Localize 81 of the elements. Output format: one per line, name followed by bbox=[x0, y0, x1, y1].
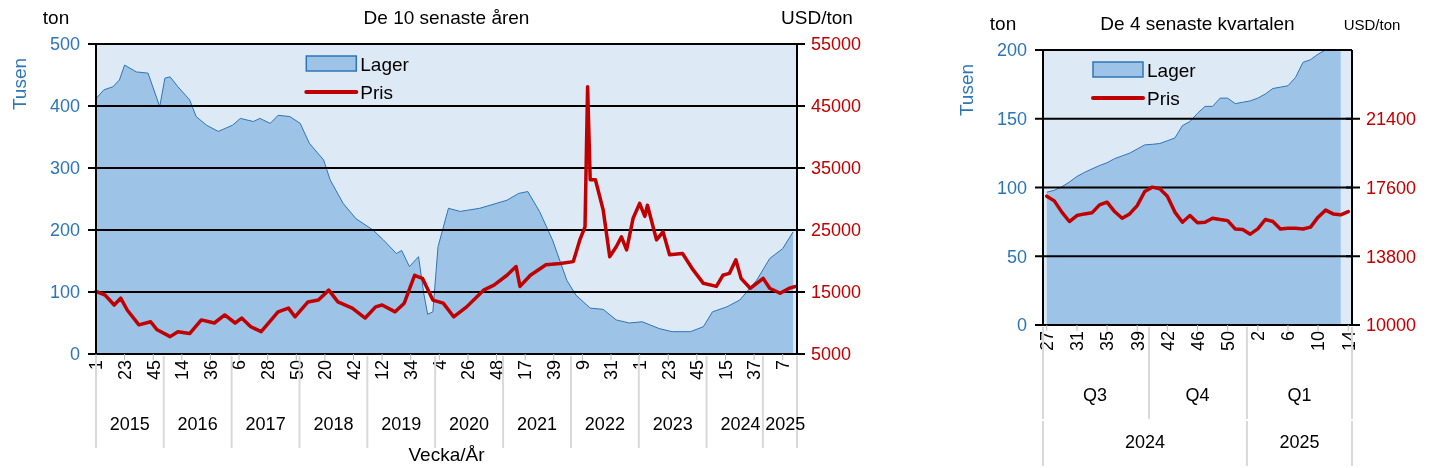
x-tick-label: 45 bbox=[143, 360, 164, 381]
x2-tick-label: 2018 bbox=[313, 414, 354, 435]
x2-tick-label: 2021 bbox=[517, 414, 558, 435]
y2-tick-label: 17600 bbox=[1366, 177, 1417, 198]
x-tick-label: 39 bbox=[1127, 331, 1148, 352]
x-tick-label: 14 bbox=[172, 360, 193, 381]
y-tick-label: 200 bbox=[996, 40, 1027, 61]
y2-tick-label: 45000 bbox=[811, 96, 862, 117]
y-tick-label: 400 bbox=[49, 96, 80, 117]
x-axis-title: Vecka/År bbox=[408, 443, 486, 465]
text: 2024 bbox=[1124, 432, 1165, 453]
y-tick-label: 0 bbox=[69, 344, 80, 365]
y-axis-title: Tusen bbox=[9, 57, 30, 111]
y2-axis-title: USD/ton bbox=[781, 7, 853, 28]
x-tick-label: 6 bbox=[229, 360, 250, 371]
x-tick-label: 2 bbox=[1248, 331, 1269, 342]
legend-label: Pris bbox=[1147, 87, 1180, 109]
x-tick-label: 37 bbox=[744, 360, 765, 381]
text: ton bbox=[989, 13, 1017, 34]
x2-tick-label: 2019 bbox=[381, 414, 422, 435]
x-tick-label: 42 bbox=[1157, 331, 1178, 352]
x-tick-label: 10 bbox=[1308, 331, 1329, 352]
y-tick-label: 100 bbox=[996, 177, 1027, 198]
x2-tick-label: 2023 bbox=[652, 414, 693, 435]
x-tick-label: 34 bbox=[401, 360, 422, 381]
x-tick-label: 7 bbox=[772, 360, 793, 371]
chart-title: De 4 senaste kvartalen bbox=[1100, 13, 1295, 34]
y2-axis-title: USD/ton bbox=[1343, 16, 1401, 33]
x-tick-label: 9 bbox=[572, 360, 593, 371]
x-tick-label: 35 bbox=[1097, 331, 1118, 352]
y-tick-label: 500 bbox=[49, 34, 80, 55]
x-tick-label: 20 bbox=[315, 360, 336, 381]
y2-tick-label: 25000 bbox=[811, 220, 862, 241]
text: Q3 bbox=[1082, 385, 1107, 406]
legend-label: Lager bbox=[1147, 59, 1197, 81]
y-tick-label: 0 bbox=[1016, 315, 1027, 336]
y-tick-label: 300 bbox=[49, 158, 80, 179]
chart-title: De 10 senaste åren bbox=[363, 7, 530, 28]
y2-tick-label: 15000 bbox=[811, 282, 862, 303]
y2-tick-label: 10000 bbox=[1366, 315, 1417, 336]
x-tick-label: 50 bbox=[1217, 331, 1238, 352]
x-tick-label: 48 bbox=[486, 360, 507, 381]
x-tick-label: 17 bbox=[515, 360, 536, 381]
y-axis-title: Tusen bbox=[956, 63, 977, 117]
x-tick-label: 6 bbox=[1278, 331, 1299, 342]
y-tick-label: 150 bbox=[996, 109, 1027, 130]
x-tick-label: 36 bbox=[200, 360, 221, 381]
x-tick-label: 42 bbox=[343, 360, 364, 381]
y2-tick-label: 13800 bbox=[1366, 246, 1417, 267]
y-tick-label: 200 bbox=[49, 220, 80, 241]
x2-tick-label: 2016 bbox=[177, 414, 218, 435]
text: 2025 bbox=[1279, 432, 1320, 453]
text: ton bbox=[42, 7, 70, 28]
x-tick-label: 31 bbox=[601, 360, 622, 381]
x2-tick-label: 2015 bbox=[109, 414, 150, 435]
x-tick-label: 46 bbox=[1187, 331, 1208, 352]
x-tick-label: 39 bbox=[544, 360, 565, 381]
x-tick-label: 26 bbox=[458, 360, 479, 381]
x-tick-label: 31 bbox=[1067, 331, 1088, 352]
x-tick-label: 12 bbox=[372, 360, 393, 381]
x-tick-label: 23 bbox=[114, 360, 135, 381]
x2-tick-label: 2017 bbox=[245, 414, 286, 435]
x2-tick-label: 2024 bbox=[720, 414, 761, 435]
y2-tick-label: 55000 bbox=[811, 34, 862, 55]
y2-tick-label: 35000 bbox=[811, 158, 862, 179]
legend-label: Pris bbox=[360, 81, 394, 103]
y-tick-label: 100 bbox=[49, 282, 80, 303]
y2-tick-label: 21400 bbox=[1366, 109, 1417, 130]
x-tick-label: 15 bbox=[715, 360, 736, 381]
text: Q4 bbox=[1185, 385, 1210, 406]
y2-tick-label: 5000 bbox=[811, 344, 852, 365]
x2-tick-label: 2025 bbox=[765, 414, 806, 435]
text: Q1 bbox=[1287, 385, 1312, 406]
x-tick-label: 1 bbox=[629, 360, 650, 371]
legend-label: Lager bbox=[360, 53, 410, 75]
x2-tick-label: 2022 bbox=[584, 414, 625, 435]
x-tick-label: 23 bbox=[658, 360, 679, 381]
x-tick-label: 45 bbox=[687, 360, 708, 381]
x-tick-label: 28 bbox=[257, 360, 278, 381]
x2-tick-label: 2020 bbox=[449, 414, 490, 435]
y-tick-label: 50 bbox=[1006, 246, 1027, 267]
